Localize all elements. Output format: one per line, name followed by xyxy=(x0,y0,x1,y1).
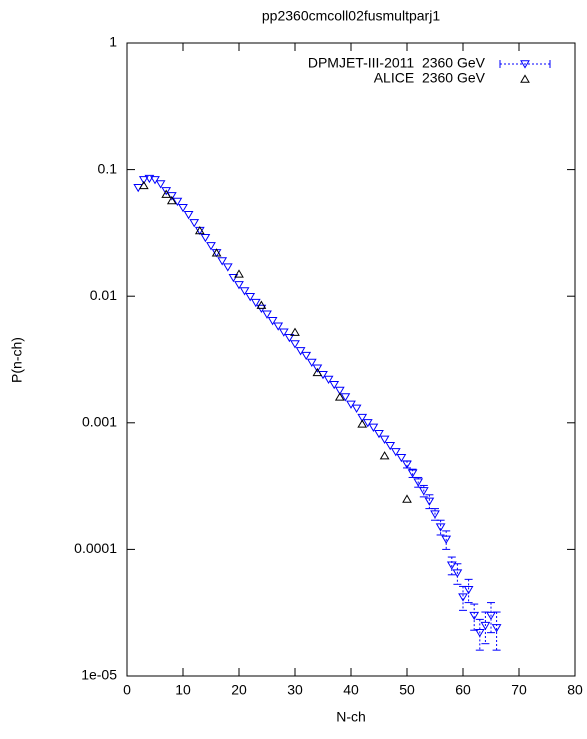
data-point xyxy=(413,478,424,487)
x-tick-label: 10 xyxy=(175,682,191,698)
legend-label: DPMJET-III-2011 2360 GeV xyxy=(308,55,486,71)
data-point xyxy=(396,454,407,463)
data-point xyxy=(334,392,345,401)
data-point xyxy=(379,435,390,444)
x-tick-label: 40 xyxy=(343,682,359,698)
data-point xyxy=(318,370,328,380)
data-point xyxy=(452,569,463,578)
data-point xyxy=(418,487,429,496)
data-point xyxy=(390,448,401,457)
data-point xyxy=(458,593,468,602)
data-point xyxy=(183,211,194,220)
data-point xyxy=(340,393,351,402)
data-point xyxy=(228,274,239,283)
y-axis-label: P(n-ch) xyxy=(9,337,25,383)
legend-marker xyxy=(520,74,530,83)
data-point xyxy=(362,419,373,428)
y-tick-label: 0.01 xyxy=(90,287,117,303)
x-tick-label: 80 xyxy=(567,682,583,698)
data-point xyxy=(491,624,502,633)
data-point xyxy=(262,310,272,319)
data-point xyxy=(312,364,323,373)
data-point xyxy=(138,176,149,185)
x-tick-label: 50 xyxy=(399,682,415,698)
data-point xyxy=(273,322,284,331)
data-point xyxy=(402,494,412,503)
data-point xyxy=(161,189,172,198)
data-point xyxy=(178,204,188,213)
y-tick-label: 1e-05 xyxy=(81,667,117,683)
data-point xyxy=(290,327,300,336)
data-point xyxy=(357,413,368,423)
data-point xyxy=(161,187,172,196)
data-point xyxy=(144,174,155,184)
data-point xyxy=(217,257,228,266)
data-point xyxy=(295,347,306,356)
data-point xyxy=(155,180,166,189)
data-point xyxy=(379,451,390,460)
data-point xyxy=(306,358,317,367)
data-point xyxy=(435,523,446,532)
data-point xyxy=(234,269,244,278)
y-tick-label: 0.0001 xyxy=(74,540,117,556)
legend-marker xyxy=(520,60,530,69)
x-tick-label: 70 xyxy=(511,682,527,698)
chart-title: pp2360cmcoll02fusmultparj1 xyxy=(262,8,440,24)
legend-label: ALICE 2360 GeV xyxy=(374,70,486,86)
data-point xyxy=(194,225,205,235)
data-point xyxy=(166,195,177,205)
data-point xyxy=(368,423,379,432)
data-point xyxy=(480,621,491,631)
data-point xyxy=(446,561,457,570)
data-point xyxy=(250,298,261,308)
data-point xyxy=(323,375,334,385)
data-point xyxy=(222,263,233,272)
data-point xyxy=(278,328,289,337)
y-tick-label: 0.001 xyxy=(82,414,117,430)
data-point xyxy=(441,535,452,544)
data-point xyxy=(172,197,183,207)
data-point xyxy=(407,469,418,478)
x-tick-label: 30 xyxy=(287,682,303,698)
data-point xyxy=(138,180,149,190)
data-point xyxy=(486,611,496,621)
data-point xyxy=(334,386,345,396)
data-point xyxy=(351,404,362,413)
data-point xyxy=(206,242,216,251)
x-tick-label: 20 xyxy=(231,682,247,698)
data-point xyxy=(329,380,340,390)
x-axis-label: N-ch xyxy=(336,709,366,725)
data-point xyxy=(430,510,440,519)
y-tick-label: 0.1 xyxy=(98,160,118,176)
data-point xyxy=(234,281,244,290)
data-point xyxy=(239,287,250,296)
data-point xyxy=(290,340,300,349)
y-tick-label: 1 xyxy=(109,34,117,50)
data-point xyxy=(284,334,295,343)
data-point xyxy=(474,628,485,638)
data-point xyxy=(402,460,412,469)
data-point xyxy=(200,233,211,243)
x-tick-label: 60 xyxy=(455,682,471,698)
data-point xyxy=(374,430,384,439)
data-point xyxy=(267,317,278,326)
data-point xyxy=(385,441,396,451)
data-point xyxy=(150,176,160,185)
data-point xyxy=(301,351,312,361)
data-point xyxy=(469,611,480,621)
data-point xyxy=(424,497,435,506)
data-point xyxy=(189,219,200,228)
data-point xyxy=(256,300,267,309)
data-point xyxy=(312,367,323,377)
plot-frame xyxy=(126,42,576,677)
data-point xyxy=(245,293,256,302)
data-point xyxy=(357,419,368,428)
x-tick-label: 0 xyxy=(123,682,131,698)
data-point xyxy=(211,248,222,257)
data-point xyxy=(463,586,474,595)
data-point xyxy=(346,400,356,409)
data-point xyxy=(133,183,144,193)
